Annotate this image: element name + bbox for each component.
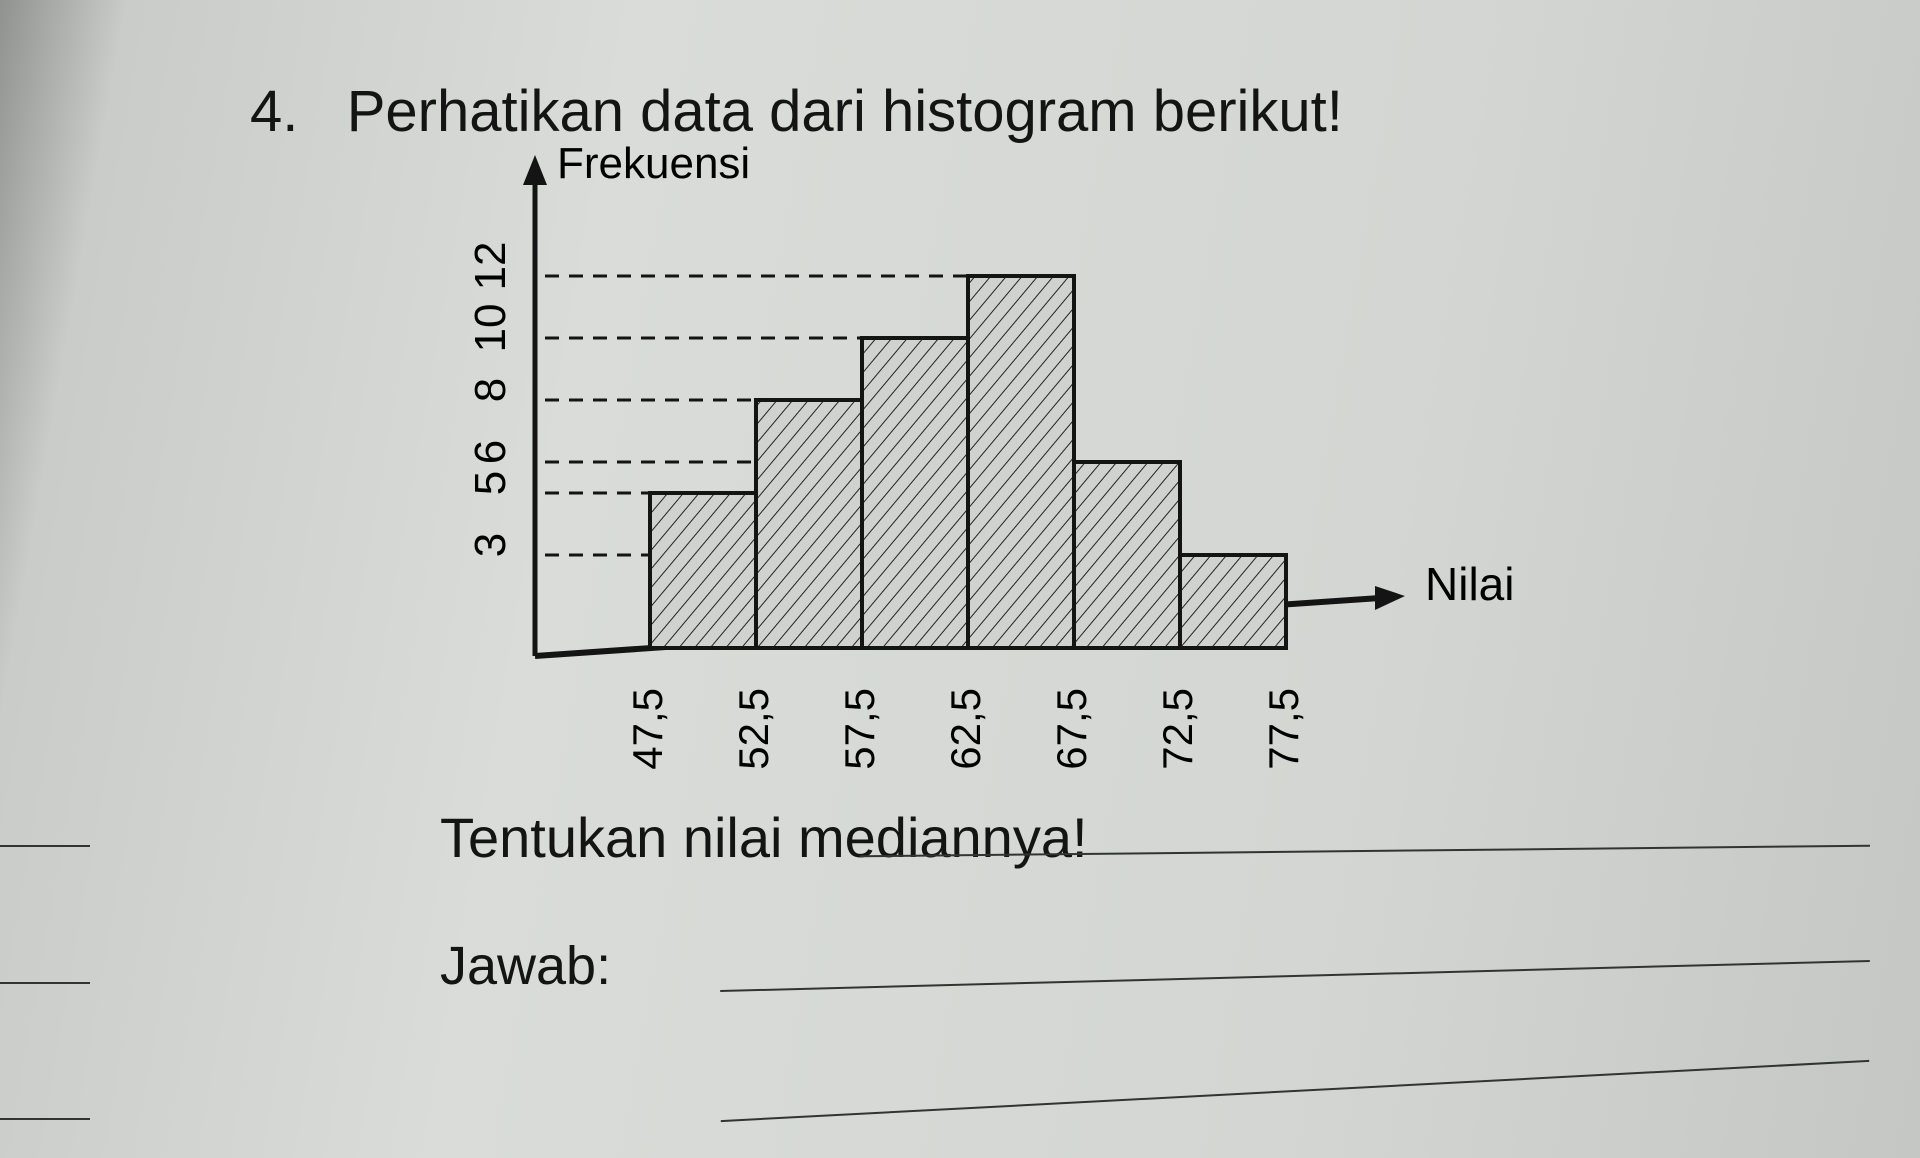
x-tick-label: 72,5 bbox=[1154, 688, 1201, 770]
y-tick-label: 3 bbox=[466, 533, 515, 557]
histogram-bar bbox=[754, 398, 864, 650]
margin-line bbox=[0, 1118, 90, 1120]
histogram-bar bbox=[966, 274, 1076, 650]
question-prompt: Tentukan nilai mediannya! bbox=[440, 806, 1088, 869]
x-tick-label: 62,5 bbox=[942, 688, 989, 770]
y-axis-label: Frekuensi bbox=[557, 139, 750, 188]
x-tick-label: 52,5 bbox=[730, 688, 777, 770]
y-tick-label: 12 bbox=[466, 242, 515, 291]
y-tick-label: 8 bbox=[466, 378, 515, 402]
x-axis-label: Nilai bbox=[1425, 558, 1514, 610]
question-number: 4. bbox=[250, 79, 299, 144]
histogram-bar bbox=[1178, 553, 1288, 650]
answer-label: Jawab: bbox=[440, 936, 612, 996]
y-tick-label: 10 bbox=[466, 304, 515, 353]
histogram-bar bbox=[860, 336, 970, 650]
y-tick-label: 6 bbox=[466, 440, 515, 464]
x-tick-label: 67,5 bbox=[1048, 688, 1095, 770]
margin-line bbox=[0, 982, 90, 984]
y-tick-label: 5 bbox=[466, 471, 515, 495]
margin-line bbox=[0, 845, 90, 847]
x-tick-label: 77,5 bbox=[1260, 688, 1307, 770]
x-axis-arrow-icon bbox=[1375, 586, 1405, 610]
x-tick-label: 57,5 bbox=[836, 688, 883, 770]
question-title-text: Perhatikan data dari histogram berikut! bbox=[346, 79, 1343, 144]
question-title: 4. Perhatikan data dari histogram beriku… bbox=[250, 78, 1343, 145]
histogram-bar bbox=[1072, 460, 1182, 650]
histogram-bar bbox=[648, 491, 758, 650]
x-tick-label: 47,5 bbox=[624, 688, 671, 770]
y-axis-arrow-icon bbox=[523, 155, 547, 185]
